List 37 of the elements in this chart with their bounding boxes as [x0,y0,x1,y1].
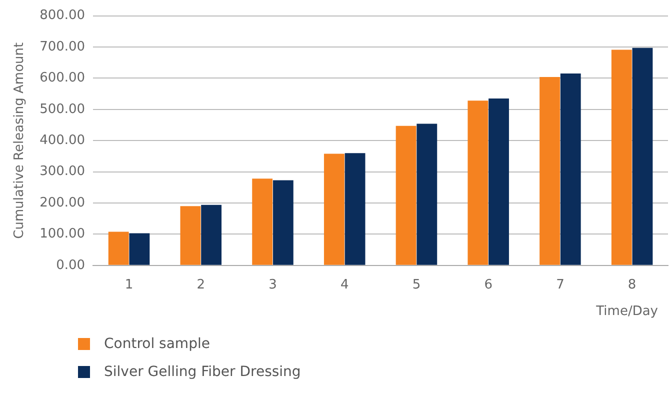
bar [611,50,632,265]
x-tick-label: 3 [268,278,277,293]
bar [180,206,201,265]
x-axis-title: Time/Day [596,304,658,319]
x-tick-label: 4 [340,278,349,293]
bar [129,233,150,265]
bar [344,153,366,265]
y-tick-label: 700.00 [40,39,86,54]
y-tick-label: 500.00 [40,102,86,117]
bar [540,76,560,265]
bar [108,232,129,265]
x-tick-label: 1 [124,278,134,293]
bar [488,98,509,265]
y-tick-label: 400.00 [40,132,86,148]
bar [324,154,344,265]
bar [416,124,438,265]
bar [272,180,294,265]
x-tick-label: 2 [196,278,206,293]
bar [252,178,273,265]
y-tick-label: 100.00 [40,226,86,242]
y-axis-title: Cumulative Releasing Amount [12,42,28,239]
x-tick-label: 8 [628,278,636,293]
bar [396,126,416,265]
x-tick-label: 5 [412,278,421,293]
bar [201,204,222,265]
legend-label: Control sample [104,336,210,352]
y-tick-label: 600.00 [40,70,86,86]
bar [632,48,653,265]
legend-label: Silver Gelling Fiber Dressing [104,364,301,380]
x-tick-label: 6 [484,278,492,293]
y-tick-label: 300.00 [40,164,86,180]
y-tick-label: 0.00 [56,258,86,273]
y-tick-label: 800.00 [40,8,86,24]
y-tick-label: 200.00 [40,195,86,210]
bar [560,74,581,265]
bar [468,100,488,265]
x-tick-label: 7 [556,278,564,293]
